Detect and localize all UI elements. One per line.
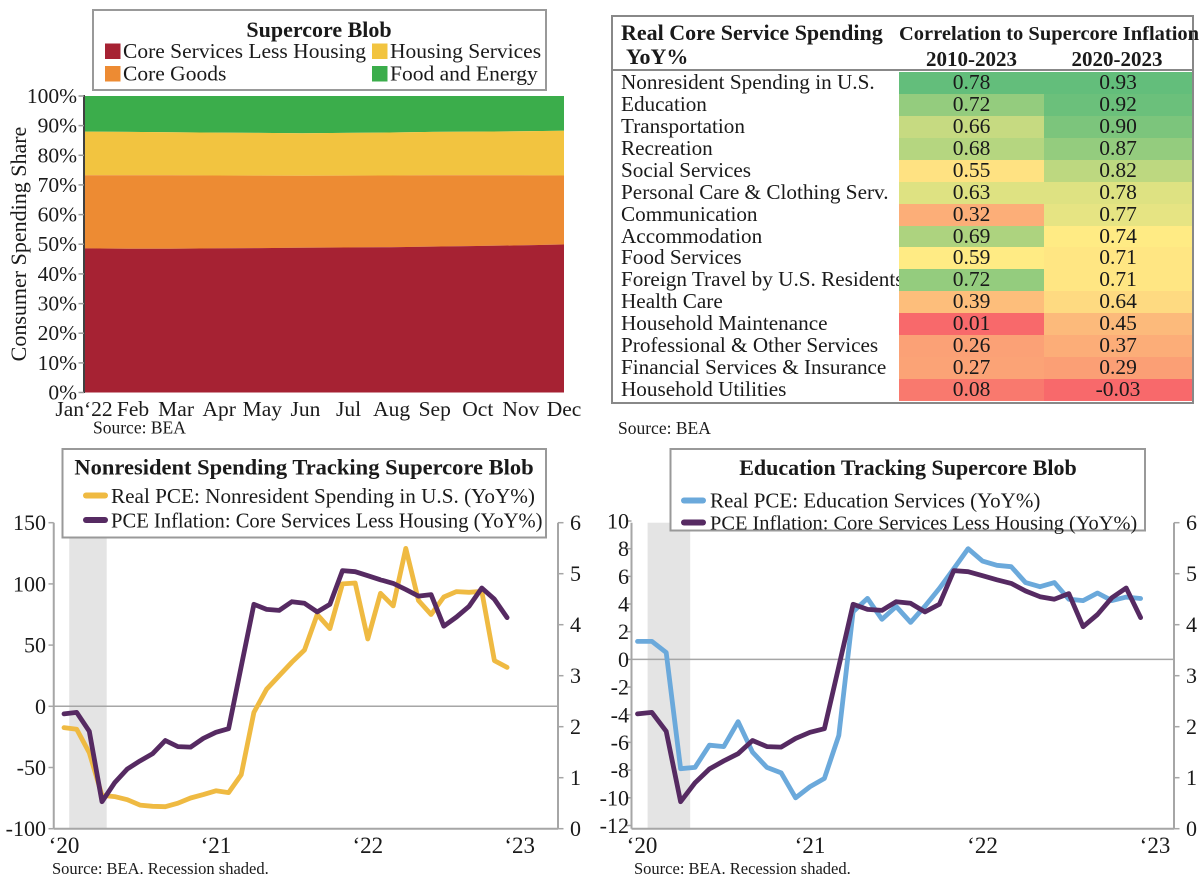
svg-text:Education Tracking Supercore B: Education Tracking Supercore Blob xyxy=(739,455,1077,480)
svg-text:0%: 0% xyxy=(48,381,77,405)
svg-text:Dec: Dec xyxy=(547,397,582,421)
svg-text:Supercore Blob: Supercore Blob xyxy=(246,17,391,42)
svg-text:Source: BEA. Recession shaded.: Source: BEA. Recession shaded. xyxy=(634,859,851,878)
svg-text:‘22: ‘22 xyxy=(352,833,383,858)
svg-text:4: 4 xyxy=(570,612,581,637)
svg-text:‘23: ‘23 xyxy=(1140,833,1171,858)
svg-text:Housing Services: Housing Services xyxy=(390,39,541,63)
svg-text:90%: 90% xyxy=(38,114,78,138)
svg-text:‘21: ‘21 xyxy=(795,833,826,858)
svg-text:-4: -4 xyxy=(611,702,629,727)
svg-text:20%: 20% xyxy=(38,321,78,345)
svg-text:Core Services Less Housing: Core Services Less Housing xyxy=(123,39,366,63)
svg-text:Jun: Jun xyxy=(290,397,320,421)
svg-text:6: 6 xyxy=(570,510,581,535)
svg-text:Nov: Nov xyxy=(502,397,539,421)
svg-text:5: 5 xyxy=(1186,561,1197,586)
svg-text:Source: BEA: Source: BEA xyxy=(93,418,186,438)
svg-text:4: 4 xyxy=(1186,612,1197,637)
svg-text:PCE Inflation: Core Services L: PCE Inflation: Core Services Less Housin… xyxy=(111,511,542,533)
svg-text:100: 100 xyxy=(13,571,46,596)
svg-text:2: 2 xyxy=(1186,714,1197,739)
svg-text:3: 3 xyxy=(1186,663,1197,688)
svg-text:May: May xyxy=(243,397,283,421)
svg-text:Consumer Spending Share: Consumer Spending Share xyxy=(6,127,31,362)
svg-text:Oct: Oct xyxy=(462,397,493,421)
svg-text:PCE Inflation: Core Services L: PCE Inflation: Core Services Less Housin… xyxy=(710,513,1137,535)
svg-text:6: 6 xyxy=(1186,510,1197,535)
svg-text:1: 1 xyxy=(1186,765,1197,790)
svg-text:2: 2 xyxy=(570,714,581,739)
svg-text:Sep: Sep xyxy=(419,397,451,421)
svg-text:Core Goods: Core Goods xyxy=(123,62,226,86)
svg-text:‘20: ‘20 xyxy=(627,833,658,858)
svg-text:‘21: ‘21 xyxy=(201,833,232,858)
svg-text:Feb: Feb xyxy=(117,397,149,421)
svg-text:‘22: ‘22 xyxy=(967,833,998,858)
svg-text:60%: 60% xyxy=(38,203,78,227)
svg-text:8: 8 xyxy=(618,536,629,561)
svg-text:10%: 10% xyxy=(38,351,78,375)
svg-text:-8: -8 xyxy=(611,758,629,783)
svg-text:40%: 40% xyxy=(38,262,78,286)
svg-text:-10: -10 xyxy=(600,785,629,810)
svg-text:‘20: ‘20 xyxy=(49,833,80,858)
svg-text:80%: 80% xyxy=(38,143,78,167)
svg-text:0: 0 xyxy=(570,816,581,841)
svg-text:Jul: Jul xyxy=(336,397,361,421)
svg-text:-12: -12 xyxy=(600,813,629,838)
svg-text:Nonresident Spending Tracking: Nonresident Spending Tracking Supercore … xyxy=(74,455,533,480)
svg-text:70%: 70% xyxy=(38,173,78,197)
svg-text:0: 0 xyxy=(1186,816,1197,841)
svg-text:0: 0 xyxy=(35,694,46,719)
svg-text:50%: 50% xyxy=(38,232,78,256)
svg-text:Real PCE: Nonresident Spending: Real PCE: Nonresident Spending in U.S. (… xyxy=(111,484,535,508)
svg-text:3: 3 xyxy=(570,663,581,688)
svg-text:Real PCE: Education Services (: Real PCE: Education Services (YoY%) xyxy=(710,489,1040,513)
svg-text:Mar: Mar xyxy=(158,397,194,421)
svg-text:30%: 30% xyxy=(38,292,78,316)
svg-text:Jan‘22: Jan‘22 xyxy=(55,397,112,421)
svg-text:10: 10 xyxy=(607,509,629,534)
svg-text:‘23: ‘23 xyxy=(504,833,535,858)
svg-text:6: 6 xyxy=(618,564,629,589)
svg-text:Aug: Aug xyxy=(373,397,410,421)
svg-text:100%: 100% xyxy=(27,84,77,108)
svg-text:50: 50 xyxy=(24,633,46,658)
svg-text:Apr: Apr xyxy=(202,397,235,421)
svg-text:Food and Energy: Food and Energy xyxy=(390,62,538,86)
svg-text:150: 150 xyxy=(13,510,46,535)
svg-text:1: 1 xyxy=(570,765,581,790)
svg-text:2: 2 xyxy=(618,619,629,644)
svg-text:4: 4 xyxy=(618,592,629,617)
svg-text:-50: -50 xyxy=(17,755,46,780)
svg-text:-6: -6 xyxy=(611,730,629,755)
svg-text:-2: -2 xyxy=(611,675,629,700)
svg-text:5: 5 xyxy=(570,561,581,586)
svg-text:0: 0 xyxy=(618,647,629,672)
svg-text:-100: -100 xyxy=(6,816,46,841)
svg-text:Source: BEA. Recession shaded.: Source: BEA. Recession shaded. xyxy=(52,859,269,878)
